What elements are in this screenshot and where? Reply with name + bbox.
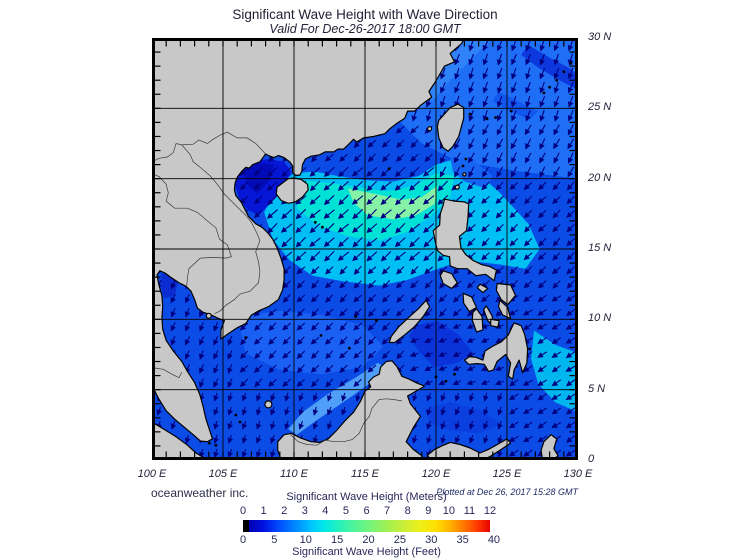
legend-title-feet: Significant Wave Height (Feet): [292, 546, 441, 558]
feet-tick-label: 20: [362, 534, 375, 546]
sea-band: [288, 362, 385, 435]
credit-text: oceanweather inc.: [151, 486, 249, 500]
lon-tick-label: 105 E: [208, 468, 238, 480]
feet-tick-label: 0: [239, 534, 247, 546]
map-canvas: [151, 37, 578, 461]
sea-band: [237, 310, 384, 375]
lat-tick-label: 5 N: [588, 382, 606, 395]
sea-band: [521, 45, 578, 90]
chart-title: Significant Wave Height with Wave Direct…: [232, 7, 498, 22]
meters-tick-label: 5: [342, 505, 349, 517]
degree-ticks: [154, 40, 576, 458]
map-frame: [152, 38, 578, 460]
meters-tick-label: 12: [483, 505, 497, 517]
meters-tick-label: 9: [425, 505, 432, 517]
graticule-grid: [152, 38, 578, 460]
meters-tick-label: 10: [442, 505, 455, 517]
feet-tick-label: 15: [330, 534, 344, 546]
feet-tick-label: 35: [456, 534, 469, 546]
meters-tick-label: 8: [404, 505, 411, 517]
meters-tick-label: 11: [463, 505, 476, 517]
meters-tick-label: 0: [239, 505, 247, 517]
chart-subtitle: Valid For Dec-26-2017 18:00 GMT: [269, 22, 461, 36]
lat-tick-label: 20 N: [588, 171, 612, 184]
lat-tick-label: 15 N: [588, 242, 612, 254]
meters-tick-label: 2: [281, 505, 288, 517]
lon-tick-label: 100 E: [137, 468, 167, 480]
meters-tick-label: 3: [301, 505, 308, 517]
lat-tick-label: 0: [588, 453, 595, 465]
land-masses: [151, 37, 559, 461]
feet-tick-label: 5: [271, 534, 278, 546]
meters-tick-label: 6: [363, 505, 370, 517]
meters-tick-label: 7: [384, 505, 391, 517]
feet-tick-label: 10: [299, 534, 312, 546]
meters-tick-label: 1: [260, 505, 267, 517]
feet-tick-label: 25: [393, 534, 406, 546]
lat-tick-label: 10 N: [588, 312, 612, 325]
sea-band: [348, 185, 438, 220]
plotted-timestamp: Plotted at Dec 26, 2017 15:28 GMT: [436, 487, 578, 497]
lon-tick-label: 125 E: [492, 468, 522, 480]
lon-tick-label: 130 E: [563, 468, 593, 480]
island-specks: [208, 61, 573, 447]
sea-band: [492, 91, 539, 120]
map-svg: [151, 37, 578, 461]
lon-tick-label: 120 E: [421, 468, 451, 480]
meters-tick-label: 4: [322, 505, 329, 517]
lat-tick-label: 25 N: [588, 101, 612, 114]
colorbar-gradient: [243, 520, 490, 532]
legend-title-meters: Significant Wave Height (Meters): [286, 491, 447, 503]
lon-tick-label: 115 E: [351, 468, 379, 480]
lon-tick-label: 110 E: [280, 468, 308, 480]
feet-tick-label: 40: [487, 534, 501, 546]
lat-tick-label: 30 N: [588, 31, 612, 43]
country-borders: [151, 131, 402, 446]
feet-tick-label: 30: [425, 534, 438, 546]
